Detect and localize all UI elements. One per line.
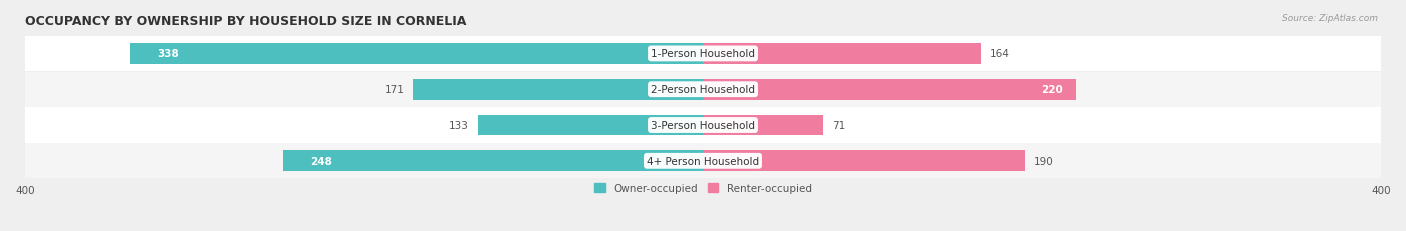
Text: 190: 190 <box>1033 156 1053 166</box>
Text: 164: 164 <box>990 49 1010 59</box>
Bar <box>283 151 703 171</box>
Text: OCCUPANCY BY OWNERSHIP BY HOUSEHOLD SIZE IN CORNELIA: OCCUPANCY BY OWNERSHIP BY HOUSEHOLD SIZE… <box>25 15 467 28</box>
Text: 2-Person Household: 2-Person Household <box>651 85 755 95</box>
Text: 338: 338 <box>157 49 179 59</box>
Legend: Owner-occupied, Renter-occupied: Owner-occupied, Renter-occupied <box>591 179 815 198</box>
Text: 71: 71 <box>832 121 845 131</box>
Text: 1-Person Household: 1-Person Household <box>651 49 755 59</box>
Text: 248: 248 <box>309 156 332 166</box>
Text: 3-Person Household: 3-Person Household <box>651 121 755 131</box>
Bar <box>129 44 703 64</box>
Text: 4+ Person Household: 4+ Person Household <box>647 156 759 166</box>
Bar <box>25 143 1381 179</box>
Text: 220: 220 <box>1040 85 1063 95</box>
Bar <box>703 115 824 136</box>
Bar <box>478 115 703 136</box>
Bar <box>703 151 1025 171</box>
Bar <box>703 44 981 64</box>
Text: 133: 133 <box>449 121 470 131</box>
Bar <box>25 72 1381 107</box>
Text: 171: 171 <box>385 85 405 95</box>
Bar <box>413 79 703 100</box>
Text: Source: ZipAtlas.com: Source: ZipAtlas.com <box>1282 14 1378 23</box>
Bar <box>703 79 1076 100</box>
Bar <box>25 36 1381 72</box>
Bar <box>25 108 1381 143</box>
